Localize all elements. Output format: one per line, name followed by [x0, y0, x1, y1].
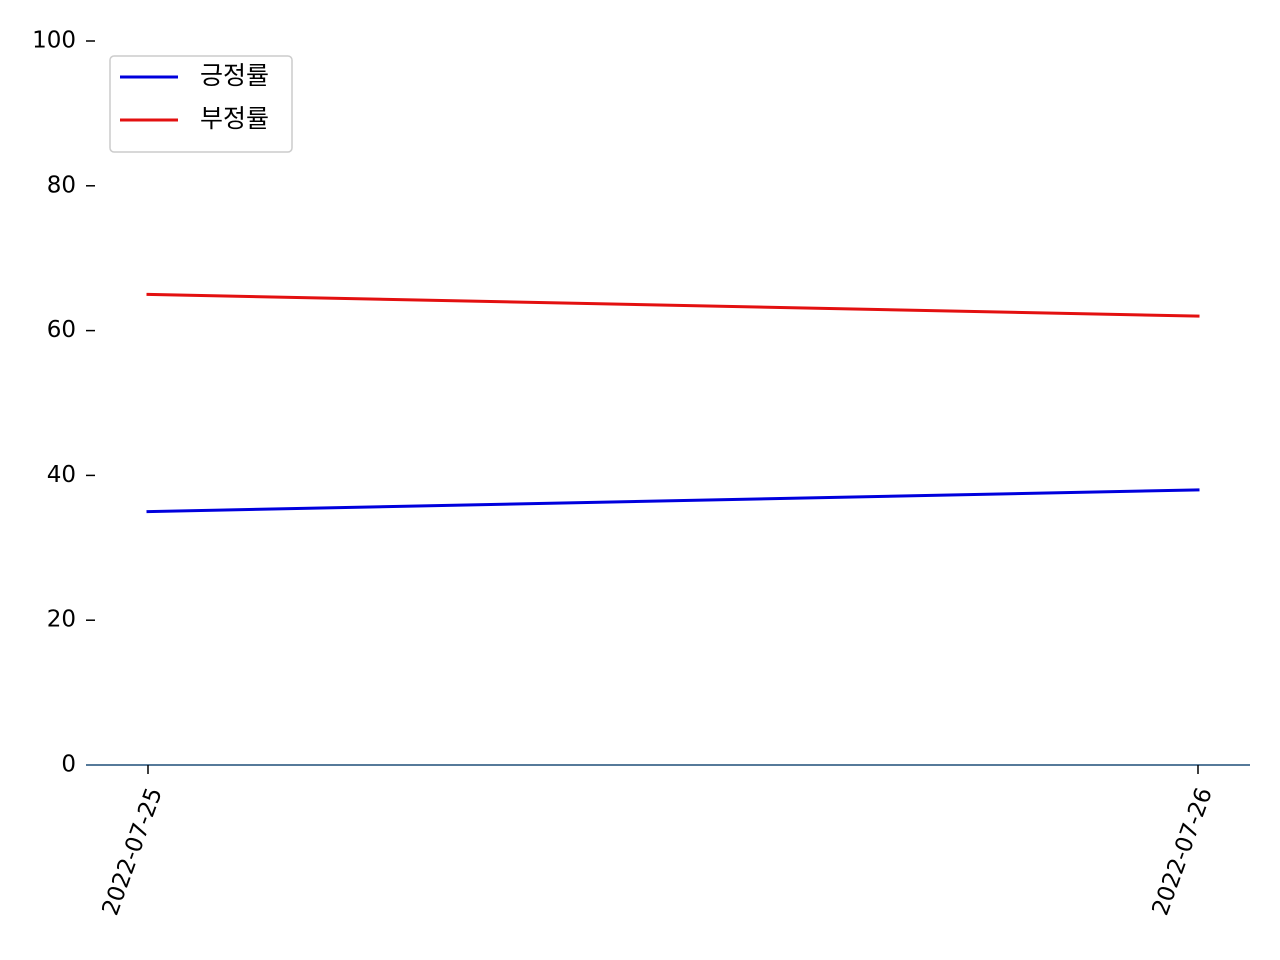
y-axis: 0 20 40 60 80 100: [32, 28, 95, 778]
y-tick-label: 60: [47, 317, 76, 343]
x-axis: 2022-07-25 2022-07-26: [86, 764, 1250, 919]
legend-label: 부정률: [200, 104, 269, 133]
y-tick-label: 0: [61, 752, 76, 778]
y-tick-label: 80: [47, 172, 76, 198]
y-tick-label: 40: [47, 462, 76, 488]
y-tick-label: 20: [47, 607, 76, 633]
y-tick-label: 100: [32, 28, 76, 54]
legend-box: [109, 55, 293, 153]
series-line: [146, 292, 1200, 318]
legend-label: 긍정률: [200, 61, 269, 90]
x-tick-label: 2022-07-26: [1148, 784, 1218, 919]
x-tick-label: 2022-07-25: [98, 784, 168, 919]
series-line: [146, 488, 1200, 514]
series-layer: [146, 292, 1200, 514]
